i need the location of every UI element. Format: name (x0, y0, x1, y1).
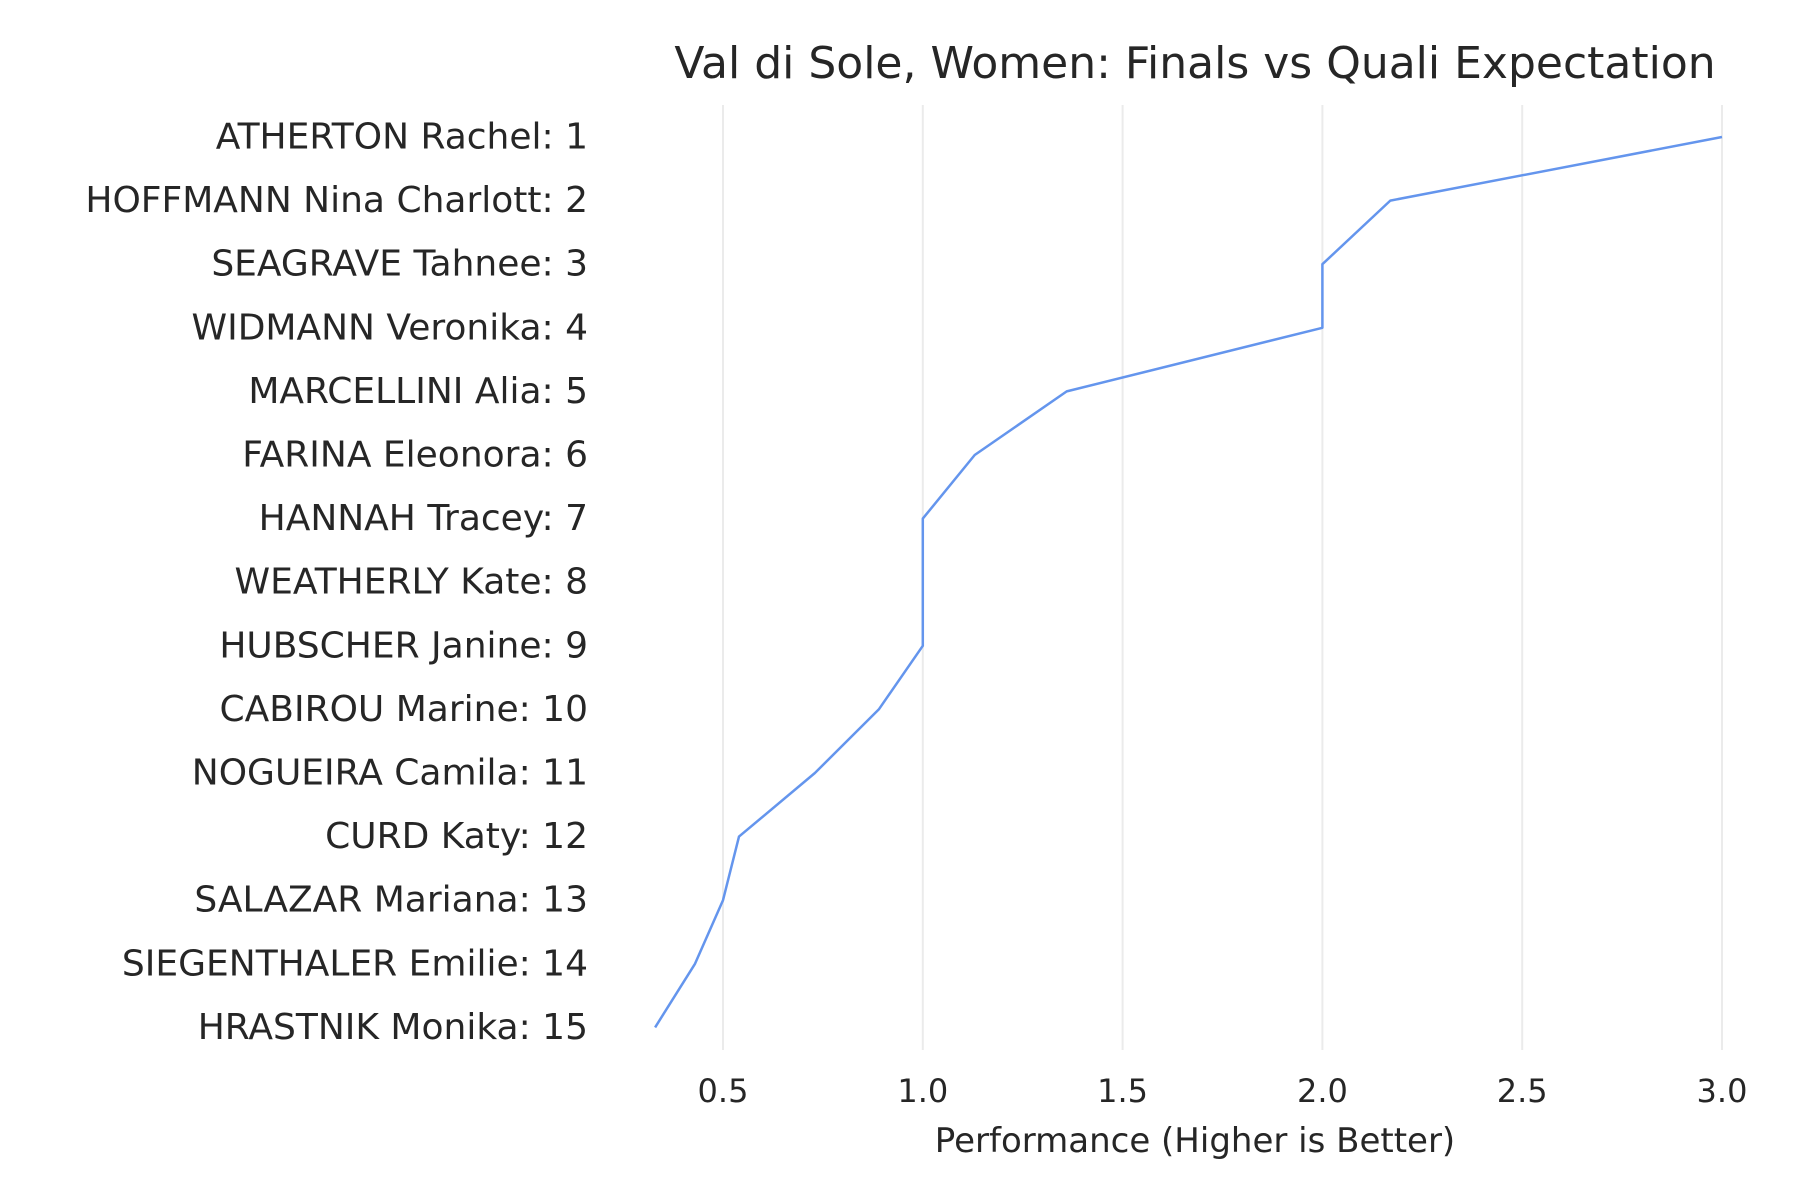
y-tick-label: HANNAH Tracey: 7 (259, 498, 588, 539)
y-tick-label: HUBSCHER Janine: 9 (219, 625, 588, 666)
y-tick-label: WIDMANN Veronika: 4 (191, 307, 588, 348)
x-tick-label: 2.0 (1297, 1072, 1348, 1110)
y-tick-label: SIEGENTHALER Emilie: 14 (122, 943, 588, 984)
y-tick-label: FARINA Eleonora: 6 (242, 435, 588, 476)
y-tick-label: SALAZAR Mariana: 13 (194, 880, 588, 921)
x-axis-label: Performance (Higher is Better) (935, 1121, 1455, 1161)
x-tick-label: 2.5 (1497, 1072, 1548, 1110)
y-tick-label: WEATHERLY Kate: 8 (235, 562, 588, 603)
x-tick-label: 3.0 (1697, 1072, 1748, 1110)
y-tick-label: NOGUEIRA Camila: 11 (192, 753, 588, 794)
grid-layer (722, 105, 1723, 1050)
y-tick-label: SEAGRAVE Tahnee: 3 (211, 244, 588, 285)
y-tick-label: CURD Katy: 12 (325, 816, 588, 857)
y-tick-label: MARCELLINI Alia: 5 (248, 371, 588, 412)
x-tick-labels: 0.5 1.0 1.5 2.0 2.5 3.0 (698, 1072, 1748, 1110)
series-line (654, 135, 1723, 1029)
x-tick-label: 0.5 (698, 1072, 749, 1110)
y-tick-labels: ATHERTON Rachel: 1 HOFFMANN Nina Charlott… (85, 117, 588, 1048)
chart-title: Val di Sole, Women: Finals vs Quali Expe… (674, 38, 1715, 89)
y-tick-label: HOFFMANN Nina Charlott: 2 (85, 180, 588, 221)
y-tick-label: ATHERTON Rachel: 1 (216, 117, 588, 158)
y-tick-label: HRASTNIK Monika: 15 (198, 1007, 588, 1048)
x-tick-label: 1.5 (1097, 1072, 1148, 1110)
y-tick-label: CABIROU Marine: 10 (220, 689, 589, 730)
x-tick-label: 1.0 (897, 1072, 948, 1110)
